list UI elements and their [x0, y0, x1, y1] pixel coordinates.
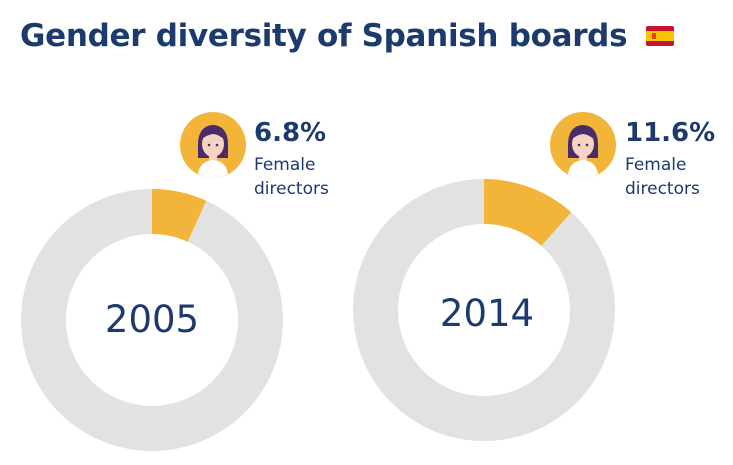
donut-2005-year-label: 2005: [105, 298, 199, 341]
donut-2014-female-slice: [484, 179, 572, 246]
donut-2005-female-slice: [152, 189, 207, 242]
donut-2014-rest-slice: [352, 179, 615, 442]
pct-2005: 6.8%: [254, 118, 327, 148]
caption-2005-line2: directors: [254, 179, 329, 199]
female-avatar-icon: [180, 112, 246, 178]
pct-2014: 11.6%: [625, 118, 716, 148]
spain-flag-icon: [645, 25, 674, 46]
donut-2014-year-label: 2014: [440, 292, 534, 335]
donut-2005: 2005: [20, 189, 284, 452]
caption-2014-line1: Female: [625, 155, 687, 175]
caption-2005: Female directors: [254, 153, 329, 201]
female-avatar-icon: [550, 112, 616, 178]
caption-2005-line1: Female: [254, 155, 316, 175]
page-title: Gender diversity of Spanish boards: [20, 18, 674, 54]
page-title-text: Gender diversity of Spanish boards: [20, 18, 628, 54]
donut-2014: 2014: [352, 179, 615, 442]
caption-2014: Female directors: [625, 153, 700, 201]
caption-2014-line2: directors: [625, 179, 700, 199]
donut-2005-rest-slice: [20, 189, 284, 452]
